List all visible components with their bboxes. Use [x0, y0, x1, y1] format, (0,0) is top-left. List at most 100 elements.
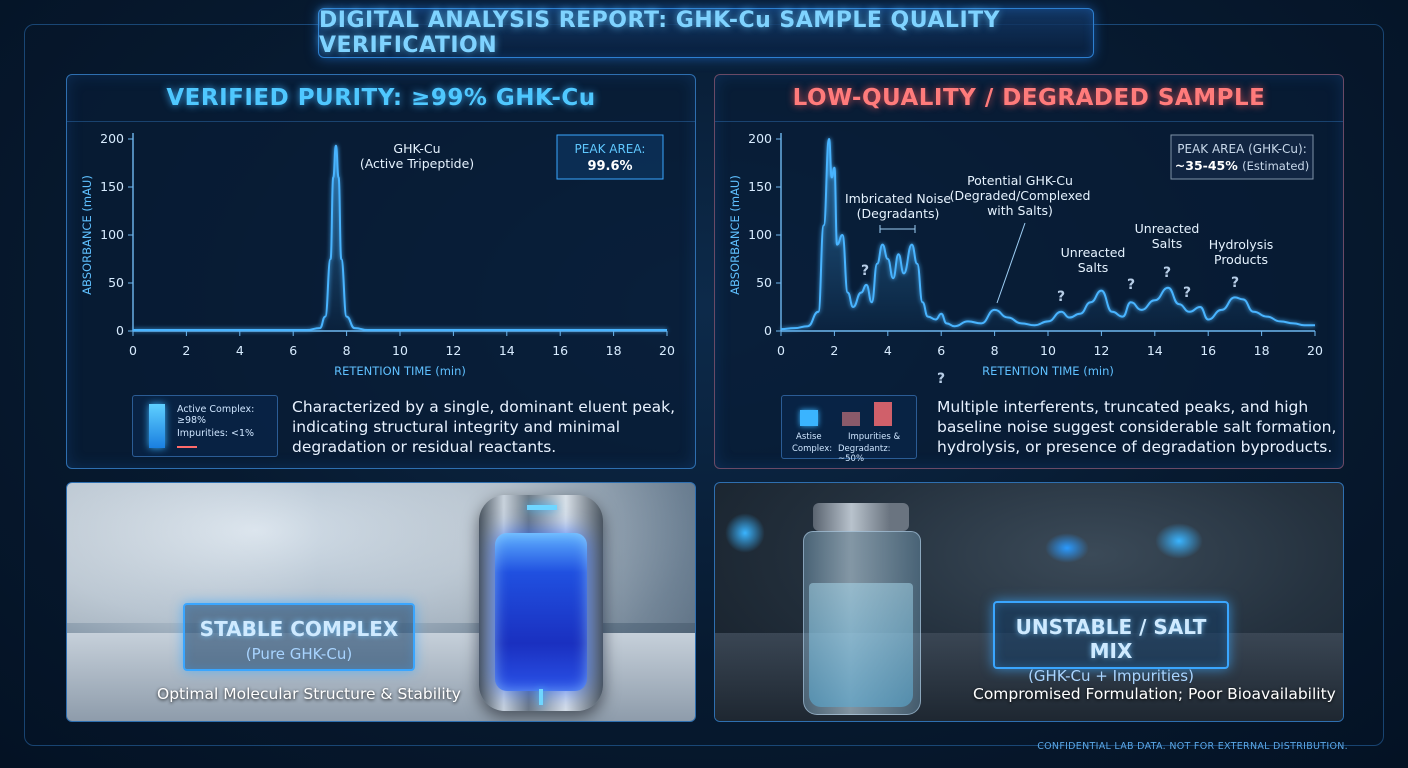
degraded-active-bar	[800, 410, 818, 426]
pure-legend-active: Active Complex: ≥98%	[177, 404, 255, 426]
impurities-bar	[177, 446, 197, 448]
y-tick-label: 150	[748, 179, 772, 194]
x-tick-label: 18	[606, 343, 622, 358]
y-tick-label: 50	[108, 275, 124, 290]
y-tick-label: 150	[100, 179, 124, 194]
noise-bracket	[879, 225, 916, 233]
annotation-unreacted-1: Unreacted	[1061, 245, 1126, 260]
pure-sample-panel: VERIFIED PURITY: ≥99% GHK-Cu 0 2 4 6 8 10 12 14…	[66, 74, 696, 469]
degraded-peak-area-box: PEAK AREA (GHK-Cu): ~35-45% (Estimated)	[1170, 134, 1314, 180]
unknown-peak-marker: ?	[1183, 285, 1191, 301]
series-area	[781, 139, 1315, 331]
x-tick-label: 8	[991, 343, 999, 358]
pure-legend: Active Complex: ≥98% Impurities: <1%	[132, 395, 278, 457]
x-tick-label: 0	[777, 343, 785, 358]
pure-description: Characterized by a single, dominant elue…	[292, 398, 676, 456]
series-line	[133, 144, 667, 332]
x-tick-label: 20	[659, 343, 675, 358]
unknown-peak-marker: ?	[1163, 265, 1171, 281]
x-tick-label: 2	[830, 343, 838, 358]
x-axis-label: RETENTION TIME (min)	[982, 364, 1114, 378]
degraded-sample-panel: LOW-QUALITY / DEGRADED SAMPLE 0 2 4 6 8 10 12 1…	[714, 74, 1344, 469]
degraded-legend-active-1: Astise	[796, 432, 822, 442]
x-tick-label: 14	[499, 343, 515, 358]
annotation-products: Products	[1214, 252, 1268, 267]
peak-label-ghk: GHK-Cu	[393, 141, 440, 156]
pure-chart-title: VERIFIED PURITY: ≥99% GHK-Cu	[166, 85, 596, 111]
x-tick-label: 4	[236, 343, 244, 358]
series-line	[780, 137, 1315, 331]
unstable-label-plate: UNSTABLE / SALT MIX (GHK-Cu + Impurities…	[993, 601, 1229, 685]
x-tick-label: 10	[392, 343, 408, 358]
degraded-legend-impurities-1: Impurities &	[848, 432, 901, 442]
stable-vial-photo: STABLE COMPLEX (Pure GHK-Cu) Optimal Mol…	[66, 482, 696, 722]
x-tick-label: 16	[1200, 343, 1216, 358]
y-axis-label: ABSORBANCE (mAU)	[728, 175, 742, 295]
annotation-salts-2: Salts	[1152, 236, 1182, 251]
unstable-vial-photo: UNSTABLE / SALT MIX (GHK-Cu + Impurities…	[714, 482, 1344, 722]
vial-cap-light	[527, 505, 557, 510]
annotation-salts-1: Salts	[1078, 260, 1108, 275]
annotation-potential-ghk: Potential GHK-Cu	[967, 173, 1073, 188]
blue-light-spot-1	[725, 513, 765, 553]
unstable-subtitle: (GHK-Cu + Impurities)	[1028, 667, 1194, 685]
active-complex-bar	[149, 404, 165, 448]
degraded-legend: Astise Complex: Impurities & Degradantz:…	[781, 395, 917, 464]
y-tick-label: 200	[100, 131, 124, 146]
degraded-chart-title: LOW-QUALITY / DEGRADED SAMPLE	[792, 85, 1266, 111]
x-tick-label: 10	[1040, 343, 1056, 358]
degraded-peak-area-frame	[1170, 134, 1314, 180]
x-tick-label: 20	[1307, 343, 1323, 358]
unknown-peak-marker: ?	[937, 371, 945, 387]
x-tick-label: 8	[343, 343, 351, 358]
confidential-note: CONFIDENTIAL LAB DATA. NOT FOR EXTERNAL …	[1037, 741, 1348, 752]
peak-area-value: 99.6%	[587, 159, 632, 174]
glass-vial-cap	[813, 503, 909, 531]
unknown-peak-marker: ?	[1127, 277, 1135, 293]
pure-panel-header: VERIFIED PURITY: ≥99% GHK-Cu	[67, 75, 695, 122]
degraded-legend-impurities-2: Degradantz: ~50%	[838, 444, 891, 464]
unknown-peak-marker: ?	[1057, 289, 1065, 305]
x-tick-label: 12	[1093, 343, 1109, 358]
pure-legend-impurities: Impurities: <1%	[177, 428, 255, 439]
peak-area-box: PEAK AREA: 99.6%	[556, 134, 664, 180]
ghk-pointer-line	[996, 222, 1026, 304]
vial-blue-liquid	[495, 533, 587, 691]
x-tick-label: 6	[289, 343, 297, 358]
annotation-imbricated-noise: Imbricated Noise	[845, 191, 951, 206]
annotation-unreacted-2: Unreacted	[1135, 221, 1200, 236]
annotation-degraded-complexed: (Degraded/Complexed	[950, 188, 1091, 203]
unknown-peak-marker: ?	[1231, 275, 1239, 291]
y-tick-label: 0	[116, 323, 124, 338]
degraded-peak-area-label: PEAK AREA (GHK-Cu):	[1177, 142, 1307, 156]
degraded-panel-header: LOW-QUALITY / DEGRADED SAMPLE	[715, 75, 1343, 122]
degraded-description: Multiple interferents, truncated peaks, …	[937, 398, 1337, 456]
stable-label-plate: STABLE COMPLEX (Pure GHK-Cu)	[183, 603, 415, 671]
degraded-impurities-bar-1	[842, 412, 860, 426]
degraded-impurities-bar-2	[874, 402, 892, 426]
stable-title: STABLE COMPLEX	[199, 617, 399, 641]
x-tick-label: 16	[552, 343, 568, 358]
x-tick-label: 2	[182, 343, 190, 358]
peak-value-main: ~35-45%	[1175, 158, 1242, 173]
degraded-legend-active-2: Complex:	[792, 444, 833, 454]
y-tick-label: 100	[100, 227, 124, 242]
report-header: DIGITAL ANALYSIS REPORT: GHK-Cu SAMPLE Q…	[318, 8, 1094, 58]
blue-light-spot-3	[1155, 523, 1203, 559]
y-tick-label: 0	[764, 323, 772, 338]
unknown-peak-marker: ?	[861, 263, 869, 279]
y-tick-label: 50	[756, 275, 772, 290]
cloudy-liquid	[809, 583, 913, 707]
y-tick-label: 200	[748, 131, 772, 146]
stable-caption: Optimal Molecular Structure & Stability	[157, 685, 461, 703]
peak-value-note: (Estimated)	[1242, 159, 1309, 173]
annotation-degradants: (Degradants)	[857, 206, 940, 221]
blue-light-spot-2	[1045, 533, 1089, 563]
peak-area-frame	[556, 134, 664, 180]
x-axis-label: RETENTION TIME (min)	[334, 364, 466, 378]
x-tick-label: 12	[445, 343, 461, 358]
report-title: DIGITAL ANALYSIS REPORT: GHK-Cu SAMPLE Q…	[319, 8, 1001, 58]
annotation-hydrolysis: Hydrolysis	[1209, 237, 1274, 252]
